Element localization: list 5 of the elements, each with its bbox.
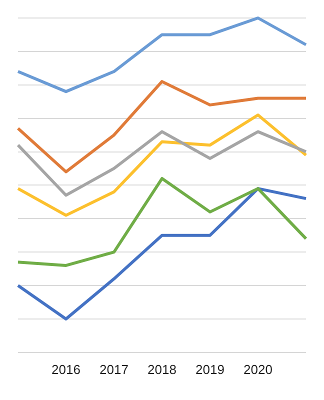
x-tick-label: 2018 [148, 362, 176, 377]
x-tick-label: 2019 [196, 362, 224, 377]
x-tick-label: 2020 [244, 362, 272, 377]
x-tick-label: 2016 [52, 362, 80, 377]
x-tick-label: 2017 [100, 362, 128, 377]
